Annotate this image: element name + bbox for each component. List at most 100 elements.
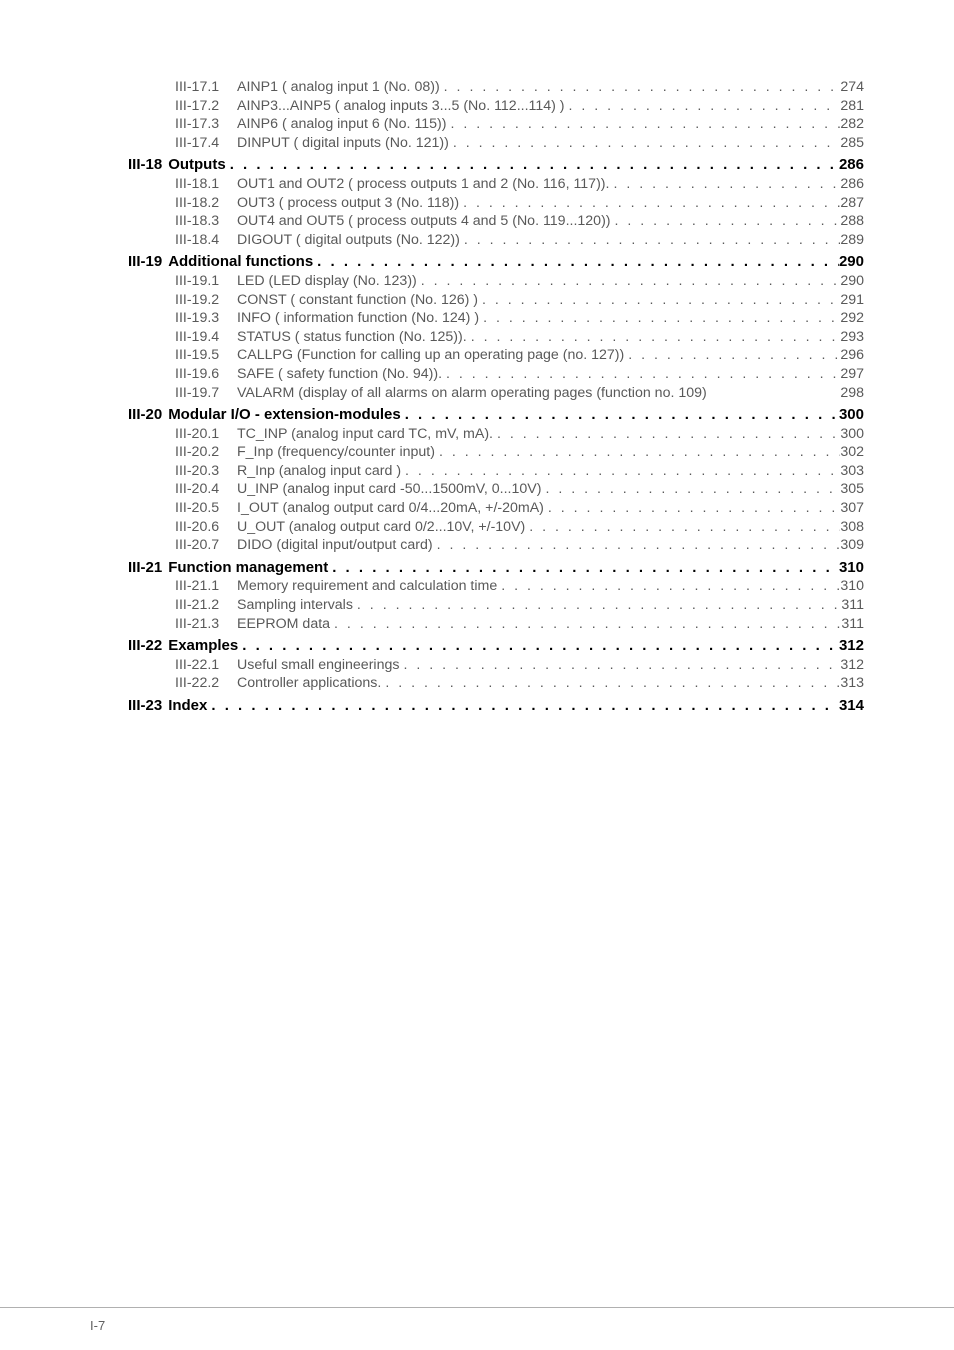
toc-leader-dots: [433, 536, 841, 555]
toc-leader-dots: [440, 78, 841, 97]
toc-number: III-21.3: [175, 615, 237, 634]
toc-page: 300: [839, 406, 864, 425]
toc-leader-dots: [525, 518, 840, 537]
toc-entry: III-21.1Memory requirement and calculati…: [175, 577, 864, 596]
toc-entry: III-19.4STATUS ( status function (No. 12…: [175, 328, 864, 347]
toc-entry: III-19.2CONST ( constant function (No. 1…: [175, 291, 864, 310]
toc-page: 297: [840, 365, 864, 384]
toc-leader-dots: [417, 272, 841, 291]
toc-entry: III-17.3AINP6 ( analog input 6 (No. 115)…: [175, 115, 864, 134]
toc-section: III-18 Outputs286: [128, 156, 864, 175]
toc-leader-dots: [313, 253, 839, 272]
toc-label: Memory requirement and calculation time: [237, 577, 497, 596]
toc-label: Additional functions: [168, 253, 313, 272]
toc-number: III-17.4: [175, 134, 237, 153]
toc-entry: III-20.4U_INP (analog input card -50...1…: [175, 480, 864, 499]
toc-page: 274: [840, 78, 864, 97]
toc-entry: III-21.2Sampling intervals311: [175, 596, 864, 615]
toc-page: 288: [840, 212, 864, 231]
toc-leader-dots: [460, 231, 840, 250]
toc-number: III-19.6: [175, 365, 237, 384]
toc-number: III-20.6: [175, 518, 237, 537]
toc-entry: III-18.2OUT3 ( process output 3 (No. 118…: [175, 194, 864, 213]
toc-leader-dots: [609, 175, 840, 194]
toc-entry: III-19.1LED (LED display (No. 123))290: [175, 272, 864, 291]
toc-page: 305: [840, 480, 864, 499]
toc-label: EEPROM data: [237, 615, 330, 634]
toc-number: III-18.1: [175, 175, 237, 194]
toc-number: III-23: [128, 697, 162, 716]
toc-label: OUT1 and OUT2 ( process outputs 1 and 2 …: [237, 175, 609, 194]
toc-entry: III-20.1TC_INP (analog input card TC, mV…: [175, 425, 864, 444]
toc-section: III-21 Function management310: [128, 559, 864, 578]
page-number: I-7: [90, 1318, 105, 1333]
toc-label: Controller applications.: [237, 674, 381, 693]
toc-leader-dots: [353, 596, 841, 615]
toc-label: OUT3 ( process output 3 (No. 118)): [237, 194, 459, 213]
toc-leader-dots: [442, 365, 840, 384]
toc-number: III-19.2: [175, 291, 237, 310]
toc-leader-dots: [401, 406, 839, 425]
toc-leader-dots: [399, 656, 840, 675]
toc-number: III-17.2: [175, 97, 237, 116]
toc-label: TC_INP (analog input card TC, mV, mA).: [237, 425, 493, 444]
toc-number: III-19.7: [175, 384, 237, 403]
toc-label: U_OUT (analog output card 0/2...10V, +/-…: [237, 518, 525, 537]
toc-entry: III-18.3OUT4 and OUT5 ( process outputs …: [175, 212, 864, 231]
toc-label: DIDO (digital input/output card): [237, 536, 433, 555]
toc-label: Outputs: [168, 156, 226, 175]
toc-number: III-19: [128, 253, 162, 272]
toc-number: III-22.2: [175, 674, 237, 693]
toc-page: 298: [840, 384, 864, 403]
toc-entry: III-22.2Controller applications.313: [175, 674, 864, 693]
toc-page: 311: [841, 596, 864, 615]
toc-page: 312: [840, 656, 864, 675]
toc-page: 290: [839, 253, 864, 272]
toc-page: 286: [839, 156, 864, 175]
toc-number: III-20: [128, 406, 162, 425]
toc-page: 302: [840, 443, 864, 462]
toc-page: 310: [840, 577, 864, 596]
toc-leader-dots: [207, 697, 839, 716]
toc-number: III-20.7: [175, 536, 237, 555]
toc-number: III-22.1: [175, 656, 237, 675]
toc-label: I_OUT (analog output card 0/4...20mA, +/…: [237, 499, 544, 518]
toc-page: 281: [840, 97, 864, 116]
toc-number: III-18.2: [175, 194, 237, 213]
toc-entry: III-20.2F_Inp (frequency/counter input)3…: [175, 443, 864, 462]
toc-label: R_Inp (analog input card ): [237, 462, 401, 481]
toc-leader-dots: [459, 194, 840, 213]
toc-leader-dots: [449, 134, 840, 153]
toc-entry: III-20.5I_OUT (analog output card 0/4...…: [175, 499, 864, 518]
toc-page: 289: [840, 231, 864, 250]
toc-leader-dots: [624, 346, 840, 365]
toc-label: Examples: [168, 637, 238, 656]
toc-page: 282: [840, 115, 864, 134]
toc-leader-dots: [330, 615, 841, 634]
toc-entry: III-19.7VALARM (display of all alarms on…: [175, 384, 864, 403]
toc-entry: III-22.1Useful small engineerings312: [175, 656, 864, 675]
toc-number: III-19.5: [175, 346, 237, 365]
toc-page: 310: [839, 559, 864, 578]
toc-page: 285: [840, 134, 864, 153]
toc-page: 286: [840, 175, 864, 194]
toc-page: 303: [840, 462, 864, 481]
toc-page: 312: [839, 637, 864, 656]
toc-entry: III-17.4DINPUT ( digital inputs (No. 121…: [175, 134, 864, 153]
toc-number: III-21.2: [175, 596, 237, 615]
toc-entry: III-17.2AINP3...AINP5 ( analog inputs 3.…: [175, 97, 864, 116]
toc-page: 290: [840, 272, 864, 291]
toc-entry: III-20.6U_OUT (analog output card 0/2...…: [175, 518, 864, 537]
toc-label: U_INP (analog input card -50...1500mV, 0…: [237, 480, 541, 499]
page-footer: I-7: [0, 1307, 954, 1308]
toc-number: III-19.4: [175, 328, 237, 347]
toc-leader-dots: [565, 97, 841, 116]
toc-section: III-22 Examples312: [128, 637, 864, 656]
toc-leader-dots: [541, 480, 840, 499]
toc-number: III-18.4: [175, 231, 237, 250]
toc-number: III-19.3: [175, 309, 237, 328]
toc-number: III-17.3: [175, 115, 237, 134]
toc-leader-dots: [479, 309, 840, 328]
toc-number: III-21.1: [175, 577, 237, 596]
page: III-17.1AINP1 ( analog input 1 (No. 08))…: [0, 0, 954, 1350]
